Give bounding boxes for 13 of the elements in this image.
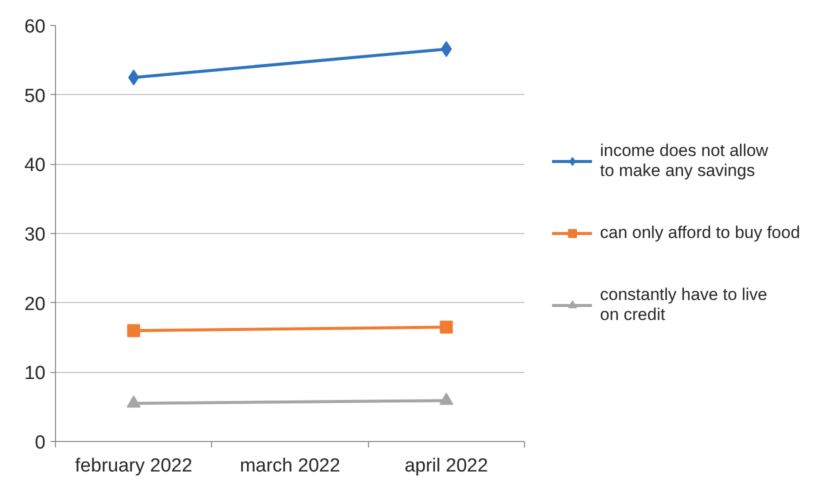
x-tick-label: february 2022 [75, 456, 192, 476]
x-tick-label: march 2022 [240, 456, 340, 476]
y-tick-label: 0 [34, 432, 46, 454]
legend-label: can only afford to buy food [600, 223, 800, 243]
y-tick-label: 40 [24, 155, 46, 176]
y-tick-label: 20 [24, 294, 46, 315]
y-tick-label: 60 [24, 16, 46, 38]
y-tick-label: 10 [24, 363, 46, 384]
y-tick-label: 50 [24, 86, 46, 107]
legend-label: income does not allow to make any savings [600, 141, 768, 181]
x-tick-label: april 2022 [404, 456, 488, 476]
legend-label: constantly have to live on credit [600, 285, 768, 325]
y-tick-label: 30 [24, 224, 46, 246]
